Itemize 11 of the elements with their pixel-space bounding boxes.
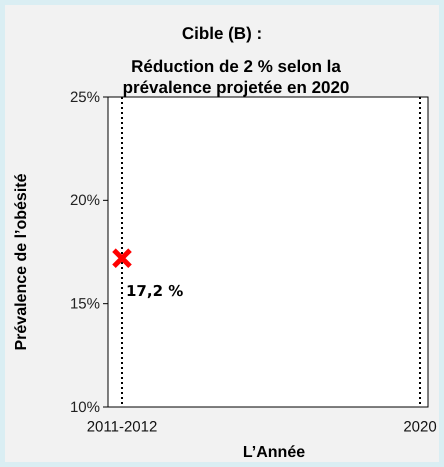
data-label: 17,2 %: [126, 282, 184, 300]
y-tick-label: 10%: [70, 398, 100, 416]
chart-subtitle: Réduction de 2 % selon la prévalence projetée en 2020: [122, 57, 350, 97]
y-tick-label: 15%: [70, 295, 100, 312]
chart-title: Cible (B) :: [182, 24, 262, 43]
y-tick-label: 20%: [70, 192, 100, 210]
y-tick-label: 25%: [70, 88, 100, 106]
x-tick-label: 2011-2012: [86, 418, 158, 436]
y-axis-title: Prévalence de l’obésité: [13, 173, 30, 350]
x-axis-title: L’Année: [242, 444, 306, 461]
x-tick-label: 2020: [403, 418, 437, 436]
